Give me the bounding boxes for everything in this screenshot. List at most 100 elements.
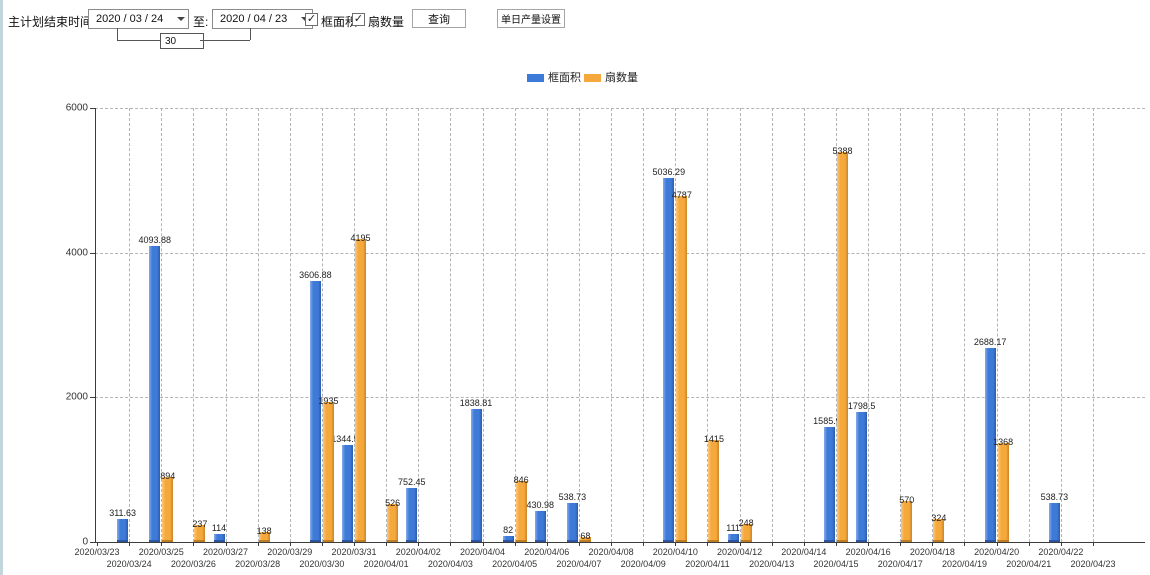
bar-fan-count [387, 504, 399, 542]
bar-frame-area [984, 348, 996, 542]
x-axis-label: 2020/03/23 [74, 547, 120, 557]
bracket-line [117, 40, 160, 41]
x-axis-label: 2020/04/02 [395, 547, 441, 557]
x-axis-tick [578, 542, 580, 546]
x-axis-label: 2020/04/06 [524, 547, 570, 557]
daily-output-settings-button[interactable]: 单日产量设置 [497, 9, 565, 28]
x-axis-tick [964, 542, 966, 546]
x-axis-tick [996, 542, 998, 546]
bar-value-label: 1838.81 [459, 398, 493, 408]
x-axis-tick [289, 542, 291, 546]
gridline-vertical [578, 108, 580, 542]
legend-swatch-fan-count [584, 74, 601, 82]
x-axis-tick [418, 542, 420, 546]
bar-fan-count [676, 196, 688, 542]
bar-value-label: 570 [899, 495, 915, 505]
x-axis-tick [1060, 542, 1062, 546]
x-axis-tick [868, 542, 870, 546]
gridline-horizontal [95, 397, 1145, 399]
x-axis-tick [129, 542, 131, 546]
bar-fan-count [194, 525, 206, 542]
legend-label-fan-count: 扇数量 [605, 72, 638, 84]
gridline-vertical [225, 108, 227, 542]
x-axis-label: 2020/04/14 [781, 547, 827, 557]
chevron-down-icon[interactable] [173, 10, 188, 28]
x-axis [95, 542, 1145, 543]
bar-fan-count [258, 532, 270, 542]
x-axis-label: 2020/03/29 [267, 547, 313, 557]
x-axis-label: 2020/04/16 [845, 547, 891, 557]
gridline-vertical [354, 108, 356, 542]
gridline-vertical [675, 108, 677, 542]
x-axis-tick [257, 542, 259, 546]
bar-frame-area [566, 503, 578, 542]
gridline-vertical [964, 108, 966, 542]
bar-fan-count [708, 440, 720, 542]
bar-frame-area [117, 519, 129, 542]
bar-fan-count [997, 443, 1009, 542]
bar-value-label: 324 [931, 513, 947, 523]
gridline-vertical [835, 108, 837, 542]
bar-frame-area [406, 488, 418, 542]
bar-fan-count [355, 239, 367, 542]
to-label: 至: [193, 15, 209, 29]
bar-value-label: 752.45 [398, 477, 426, 487]
x-axis-tick [803, 542, 805, 546]
y-axis-tick [90, 397, 95, 399]
date-from-picker[interactable]: 2020 / 03 / 24 [88, 9, 189, 29]
gridline-vertical [803, 108, 805, 542]
x-axis-label: 2020/03/24 [106, 559, 152, 569]
gridline-vertical [386, 108, 388, 542]
y-axis-label: 4000 [65, 247, 88, 259]
bracket-line [200, 40, 250, 41]
gridline-vertical [193, 108, 195, 542]
frame-area-checkbox[interactable]: ✓ [305, 13, 318, 26]
fan-count-checkbox-label: 扇数量 [368, 15, 405, 29]
gridline-vertical [546, 108, 548, 542]
bar-value-label: 3606.88 [299, 270, 332, 280]
gridline-vertical [418, 108, 420, 542]
x-axis-tick [354, 542, 356, 546]
date-to-picker[interactable]: 2020 / 04 / 23 [212, 9, 313, 29]
x-axis-tick [1028, 542, 1030, 546]
bar-value-label: 4093.88 [138, 235, 172, 245]
bar-value-label: 1585.96 [813, 416, 846, 426]
bar-value-label: 4195 [350, 233, 371, 243]
fan-count-checkbox[interactable]: ✓ [352, 13, 365, 26]
x-axis-tick [835, 542, 837, 546]
interval-days-input[interactable]: 30 [160, 33, 204, 49]
bar-frame-area [309, 281, 321, 542]
x-axis-label: 2020/04/04 [460, 547, 506, 557]
legend-swatch-frame-area [527, 74, 544, 82]
x-axis-label: 2020/04/23 [1070, 559, 1116, 569]
bar-chart: 0 2000 4000 6000 2020/03/23 2020/03/24 2020/03… [0, 90, 1150, 575]
gridline-vertical [932, 108, 934, 542]
x-axis-tick [707, 542, 709, 546]
bracket-line [250, 28, 251, 40]
bar-frame-area [663, 178, 675, 542]
x-axis-label: 2020/04/09 [620, 559, 666, 569]
gridline-vertical [129, 108, 131, 542]
gridline-vertical [450, 108, 452, 542]
gridline-vertical [289, 108, 291, 542]
y-axis-label: 0 [82, 536, 88, 548]
x-axis-tick [225, 542, 227, 546]
bar-value-label: 311.63 [109, 508, 137, 518]
x-axis-label: 2020/03/27 [202, 547, 249, 557]
bar-value-label: 237 [192, 519, 208, 529]
x-axis-label: 2020/04/15 [813, 559, 859, 569]
x-axis-tick [1093, 542, 1094, 546]
y-axis-tick [90, 542, 95, 543]
bar-value-label: 68 [580, 531, 591, 541]
x-axis-tick [932, 542, 934, 546]
bar-value-label: 5036.29 [652, 167, 686, 177]
bar-fan-count [162, 477, 174, 542]
x-axis-tick [321, 542, 323, 546]
bar-value-label: 1935 [318, 396, 339, 406]
x-axis-label: 2020/03/30 [299, 559, 345, 569]
chevron-down-icon[interactable] [297, 10, 312, 28]
gridline-vertical [257, 108, 259, 542]
query-button[interactable]: 查询 [412, 9, 466, 28]
gridline-vertical [482, 108, 484, 542]
